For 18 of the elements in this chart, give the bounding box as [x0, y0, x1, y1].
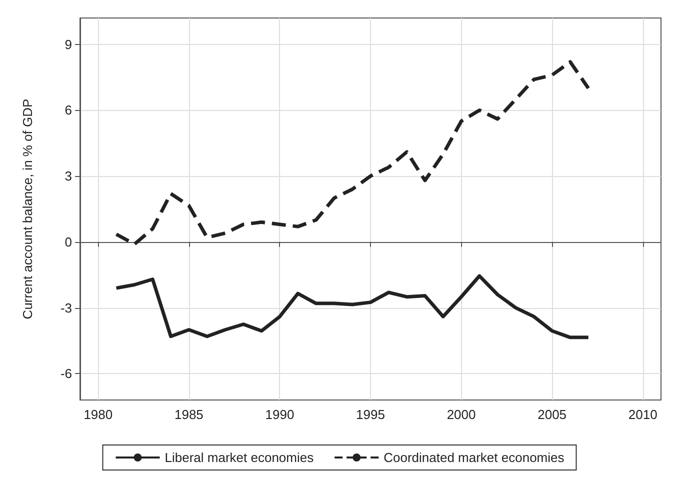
x-tick-label: 1980 — [84, 407, 113, 422]
y-axis-title: Current account balance, in % of GDP — [20, 98, 35, 320]
y-tick-label: -3 — [60, 300, 72, 316]
legend-label: Coordinated market economies — [384, 450, 565, 465]
legend-label: Liberal market economies — [164, 450, 314, 465]
x-tick-label: 1985 — [174, 407, 204, 422]
x-tick-label: 1995 — [356, 407, 385, 422]
line-series — [114, 274, 590, 340]
y-tick-label: -6 — [60, 366, 72, 382]
y-tick-label: 3 — [64, 168, 72, 184]
x-tick-label: 1990 — [265, 407, 294, 422]
y-tick-label: 9 — [64, 36, 72, 52]
line-series — [114, 60, 590, 246]
x-tick-label: 2010 — [628, 407, 658, 422]
x-tick-label: 2005 — [538, 407, 567, 422]
x-tick-label: 2000 — [446, 407, 476, 422]
y-tick-label: 0 — [64, 234, 72, 250]
y-tick-label: 6 — [64, 102, 72, 118]
